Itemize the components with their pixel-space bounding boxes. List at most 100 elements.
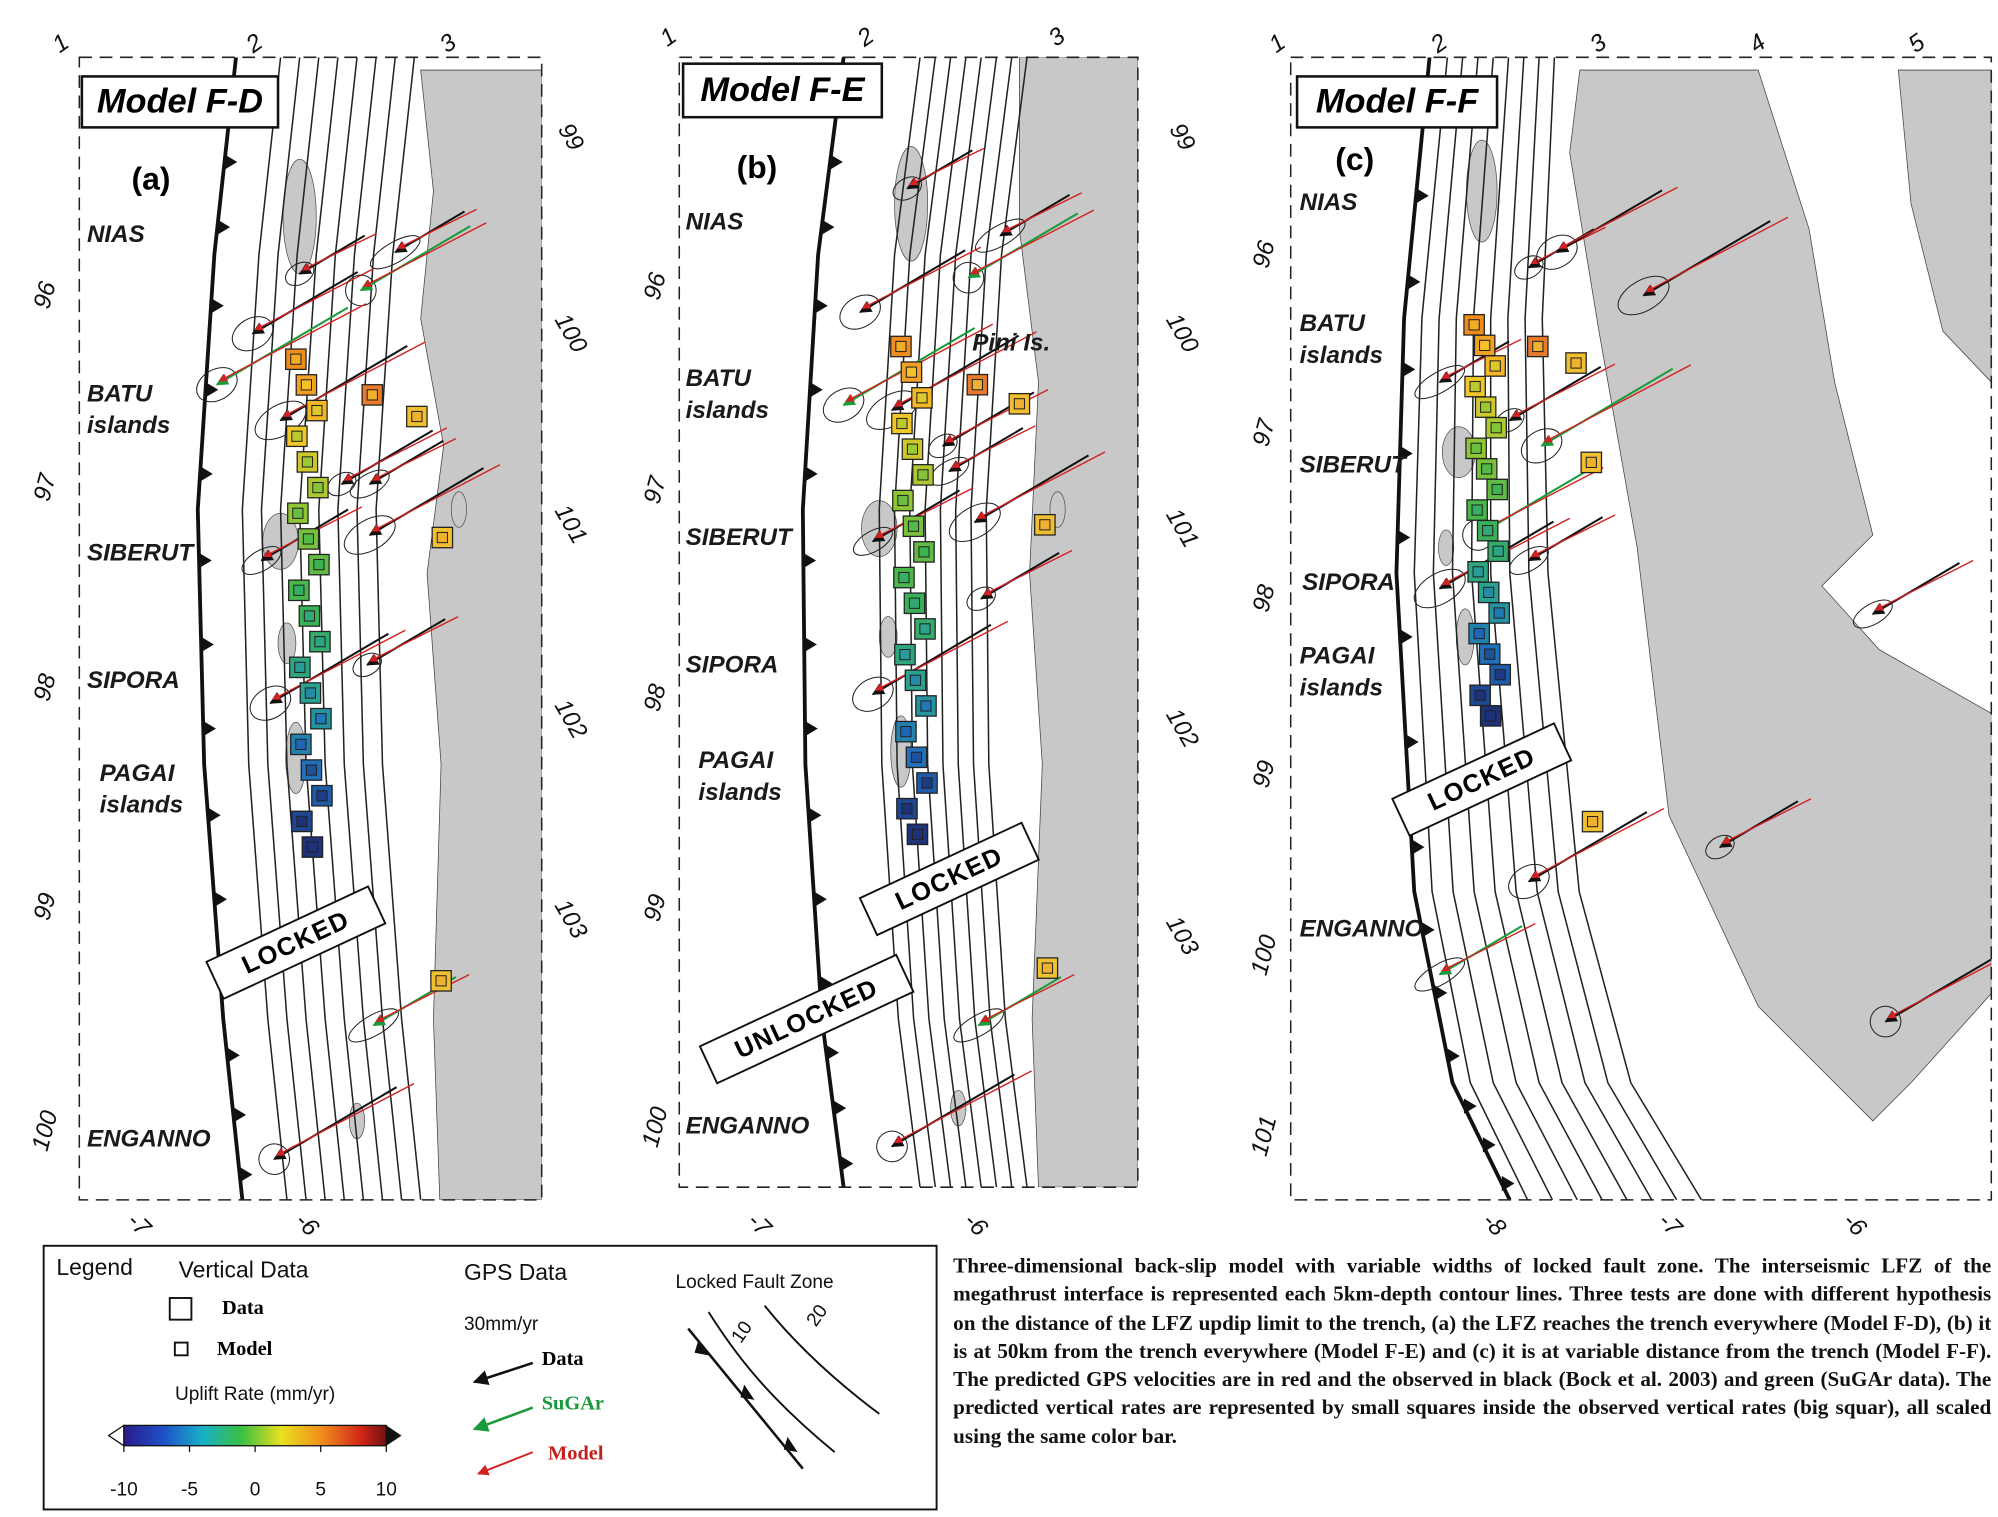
- gps-scale: 30mm/yr: [464, 1314, 539, 1335]
- place-name: Pini Is.: [972, 329, 1050, 356]
- model-vertical: [909, 598, 919, 608]
- model-vertical: [919, 547, 929, 557]
- model-vertical: [315, 637, 325, 647]
- place-name: SIBERUT: [87, 539, 195, 566]
- model-vertical: [1042, 963, 1052, 973]
- model-vertical: [293, 508, 303, 518]
- panel-title: Model F-E: [700, 71, 865, 109]
- trench-tooth: [841, 1156, 854, 1171]
- map-content: [190, 57, 541, 1200]
- model-vertical: [897, 418, 907, 428]
- model-vertical: [906, 367, 916, 377]
- zone-label: UNLOCKED: [731, 974, 883, 1065]
- model-vertical: [314, 560, 324, 570]
- gps-model: Model: [548, 1442, 604, 1464]
- model-vertical: [437, 532, 447, 542]
- place-name: PAGAI: [698, 747, 774, 774]
- top-tick-label: 5: [1904, 28, 1931, 58]
- model-vertical: [1469, 320, 1479, 330]
- model-vertical: [920, 624, 930, 634]
- model-vertical: [1484, 587, 1494, 597]
- gps-model-arrow: [895, 1071, 1032, 1143]
- model-vertical: [908, 521, 918, 531]
- trench-tooth: [804, 637, 817, 652]
- place-name: islands: [1300, 675, 1383, 702]
- gps-observed-arrow: [253, 272, 358, 334]
- model-vertical: [295, 662, 305, 672]
- trench-tooth: [1397, 530, 1410, 545]
- legend-title: Legend: [56, 1254, 132, 1280]
- colorbar-tick-label: -10: [110, 1479, 138, 1500]
- model-vertical: [899, 572, 909, 582]
- island: [1438, 530, 1453, 566]
- right-tick-label: 102: [1160, 704, 1204, 753]
- trench-tooth: [240, 1167, 253, 1182]
- model-vertical: [902, 804, 912, 814]
- panel-title: Model F-F: [1316, 82, 1479, 120]
- left-tick-label: 98: [639, 681, 672, 715]
- model-vertical: [302, 457, 312, 467]
- trench-tooth: [206, 382, 219, 397]
- right-tick-label: 103: [549, 895, 593, 944]
- left-tick-label: 97: [639, 472, 672, 506]
- island: [451, 492, 466, 528]
- gps-observed-arrow: [1440, 926, 1522, 974]
- model-vertical: [306, 765, 316, 775]
- map-content: [1396, 57, 1998, 1200]
- model-vertical: [1482, 464, 1492, 474]
- trench-tooth: [201, 637, 214, 652]
- trench-tooth: [208, 808, 221, 823]
- place-name: ENGANNO: [686, 1113, 810, 1140]
- model-vertical: [296, 739, 306, 749]
- model-vertical: [1473, 567, 1483, 577]
- top-tick-label: 2: [1425, 28, 1453, 59]
- zone-tag: LOCKED: [206, 886, 385, 998]
- bottom-tick-label: -6: [1837, 1207, 1872, 1242]
- model-vertical: [896, 341, 906, 351]
- colorbar-tick-label: 0: [250, 1479, 261, 1500]
- trench-tooth: [214, 892, 227, 907]
- landmass: [1898, 70, 1991, 382]
- model-vertical: [1471, 443, 1481, 453]
- model-vertical: [1485, 649, 1495, 659]
- map-panel: Model F-D(a)NIASBATUislandsSIBERUTSIPORA…: [27, 28, 593, 1242]
- model-vertical: [901, 727, 911, 737]
- top-tick-label: 1: [1264, 29, 1291, 59]
- top-tick-label: 2: [852, 22, 880, 53]
- gps-observed-arrow: [1510, 367, 1601, 420]
- place-name: SIBERUT: [686, 524, 794, 551]
- bottom-tick-label: -8: [1477, 1207, 1512, 1242]
- map-panel: Model F-F(c)NIASBATUislandsSIBERUTSIPORA…: [1246, 28, 1998, 1242]
- trench-tooth: [1406, 734, 1419, 749]
- map-panel: Model F-E(b)NIASBATUislandsSIBERUTSIPORA…: [637, 22, 1204, 1243]
- model-vertical: [307, 842, 317, 852]
- map-panels: Model F-D(a)NIASBATUislandsSIBERUTSIPORA…: [27, 22, 1998, 1243]
- gps-model-arrow: [1531, 515, 1615, 557]
- gps-model-arrow: [344, 428, 447, 480]
- colorbar-tick-label: 5: [315, 1479, 326, 1500]
- model-vertical: [1493, 546, 1503, 556]
- trench-tooth: [1408, 274, 1421, 289]
- trench-tooth: [815, 298, 828, 313]
- model-vertical: [412, 411, 422, 421]
- model-vertical: [303, 534, 313, 544]
- top-tick-label: 2: [240, 28, 268, 59]
- model-vertical: [1491, 423, 1501, 433]
- place-name: BATU: [87, 380, 153, 407]
- left-tick-label: 97: [29, 470, 62, 504]
- zone-tag: LOCKED: [1392, 723, 1571, 835]
- model-vertical: [907, 444, 917, 454]
- place-name: PAGAI: [1300, 643, 1376, 670]
- error-ellipse: [1531, 228, 1584, 276]
- gps-data: Data: [542, 1348, 584, 1370]
- model-vertical: [1483, 526, 1493, 536]
- model-vertical: [316, 714, 326, 724]
- model-vertical: [1587, 817, 1597, 827]
- model-vertical: [921, 701, 931, 711]
- right-tick-label: 102: [549, 695, 593, 744]
- gps-model-arrow: [1512, 364, 1615, 416]
- place-name: BATU: [1300, 310, 1366, 337]
- zone-tag: UNLOCKED: [700, 955, 913, 1083]
- trench-tooth: [1416, 188, 1429, 203]
- caption: Three-dimensional back-slip model with v…: [953, 1252, 1991, 1451]
